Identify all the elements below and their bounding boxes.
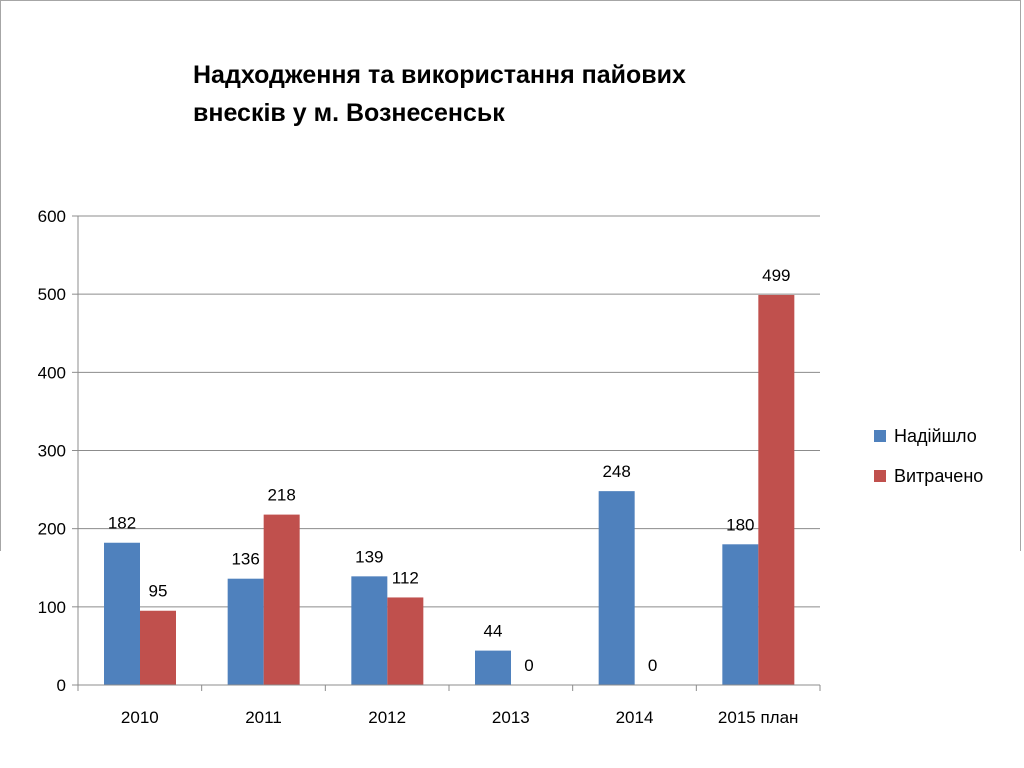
legend: Надійшло Витрачено bbox=[874, 424, 983, 504]
y-tick-label-5: 500 bbox=[38, 285, 66, 304]
x-tick-label-1: 2011 bbox=[245, 708, 282, 727]
data-label-series-0-2: 139 bbox=[355, 547, 383, 566]
data-label-series-1-3: 0 bbox=[524, 656, 533, 675]
bar-series-0-1 bbox=[227, 578, 264, 685]
y-tick-label-0: 0 bbox=[57, 676, 66, 695]
chart-title: Надходження та використання пайових внес… bbox=[193, 56, 793, 132]
y-tick-label-2: 200 bbox=[38, 520, 66, 539]
y-tick-label-4: 400 bbox=[38, 363, 66, 382]
chart-title-line-1: Надходження та використання пайових bbox=[193, 61, 686, 89]
x-tick-label-2: 2012 bbox=[368, 708, 406, 727]
bar-series-0-0 bbox=[104, 542, 140, 685]
data-label-series-0-3: 44 bbox=[484, 622, 503, 641]
data-label-series-1-5: 499 bbox=[762, 266, 790, 285]
y-tick-label-1: 100 bbox=[38, 598, 66, 617]
data-label-series-0-5: 180 bbox=[726, 515, 754, 534]
data-label-series-1-2: 112 bbox=[392, 568, 419, 587]
x-tick-label-4: 2014 bbox=[616, 708, 654, 727]
bar-series-0-2 bbox=[351, 576, 388, 685]
y-tick-label-6: 600 bbox=[38, 207, 66, 226]
x-tick-label-3: 2013 bbox=[492, 708, 530, 727]
data-label-series-0-0: 182 bbox=[108, 514, 136, 533]
data-label-series-1-4: 0 bbox=[648, 656, 657, 675]
data-label-series-1-0: 95 bbox=[149, 582, 168, 601]
chart-title-line-2: внесків у м. Вознесенськ bbox=[193, 99, 505, 127]
x-tick-label-5: 2015 план bbox=[718, 708, 799, 727]
bar-series-1-5 bbox=[758, 294, 795, 685]
data-label-series-1-1: 218 bbox=[267, 486, 295, 505]
y-tick-label-3: 300 bbox=[38, 442, 66, 461]
data-label-series-0-4: 248 bbox=[602, 462, 630, 481]
legend-item-series-0: Надійшло bbox=[874, 424, 983, 448]
bar-series-0-5 bbox=[722, 544, 759, 685]
legend-swatch-series-0 bbox=[874, 430, 886, 442]
x-tick-label-0: 2010 bbox=[121, 708, 159, 727]
legend-label-series-0: Надійшло bbox=[894, 425, 977, 446]
bar-series-0-4 bbox=[598, 491, 635, 685]
legend-item-series-1: Витрачено bbox=[874, 464, 983, 488]
legend-label-series-1: Витрачено bbox=[894, 465, 984, 486]
bar-series-1-1 bbox=[263, 514, 300, 685]
bar-series-0-3 bbox=[475, 650, 511, 685]
bar-series-1-2 bbox=[387, 597, 424, 685]
bar-series-1-0 bbox=[140, 610, 176, 685]
data-label-series-0-1: 136 bbox=[231, 550, 259, 569]
legend-swatch-series-1 bbox=[874, 470, 886, 482]
